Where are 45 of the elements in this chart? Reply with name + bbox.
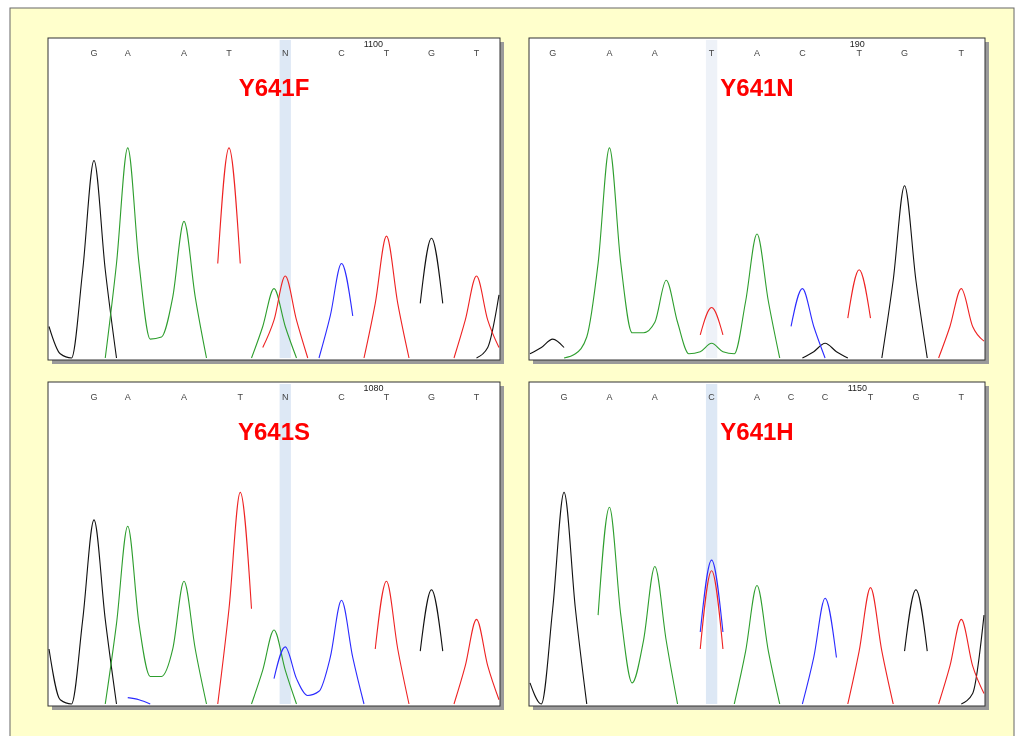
x-tick-label: A: [180, 48, 188, 58]
x-tick-label: N: [282, 392, 289, 402]
x-tick-label: C: [799, 48, 807, 58]
x-tick-label: G: [549, 48, 557, 58]
text: 1080: [363, 383, 384, 393]
x-tick-label: A: [124, 48, 131, 58]
x-tick-label: C: [787, 392, 795, 402]
x-tick-label: C: [821, 392, 829, 402]
x-tick-label: G: [901, 48, 909, 58]
x-tick-label: A: [753, 48, 761, 58]
x-tick-label: A: [606, 48, 613, 58]
text: 190: [849, 39, 865, 49]
x-tick-label: G: [427, 392, 436, 402]
x-tick-label: A: [753, 392, 761, 402]
chart-title: Y641F: [238, 74, 310, 101]
chart-title: Y641N: [720, 74, 794, 101]
x-tick-label: A: [606, 392, 613, 402]
x-tick-label: G: [427, 48, 436, 58]
x-tick-label: A: [124, 392, 131, 402]
x-tick-label: A: [180, 392, 188, 402]
x-tick-label: T: [383, 48, 390, 58]
text: 1100: [363, 39, 384, 49]
x-tick-label: T: [708, 48, 715, 58]
x-tick-label: T: [473, 392, 480, 402]
x-tick-label: A: [651, 48, 658, 58]
chart-title: Y641S: [237, 418, 311, 445]
x-tick-label: T: [958, 392, 965, 402]
x-tick-label: G: [560, 392, 568, 402]
x-tick-label: T: [226, 48, 233, 58]
chart-title: Y641H: [720, 418, 794, 445]
x-tick-label: T: [383, 392, 390, 402]
x-tick-label: C: [708, 392, 716, 402]
x-tick-label: A: [651, 392, 658, 402]
x-tick-label: N: [282, 48, 289, 58]
x-tick-label: T: [867, 392, 874, 402]
x-tick-label: T: [856, 48, 863, 58]
x-tick-label: T: [237, 392, 244, 402]
x-tick-label: T: [958, 48, 965, 58]
x-tick-label: C: [338, 48, 346, 58]
x-tick-label: C: [338, 392, 346, 402]
x-tick-label: G: [90, 392, 98, 402]
x-tick-label: G: [90, 48, 98, 58]
text: 1150: [847, 383, 867, 393]
x-tick-label: G: [912, 392, 920, 402]
x-tick-label: T: [473, 48, 480, 58]
